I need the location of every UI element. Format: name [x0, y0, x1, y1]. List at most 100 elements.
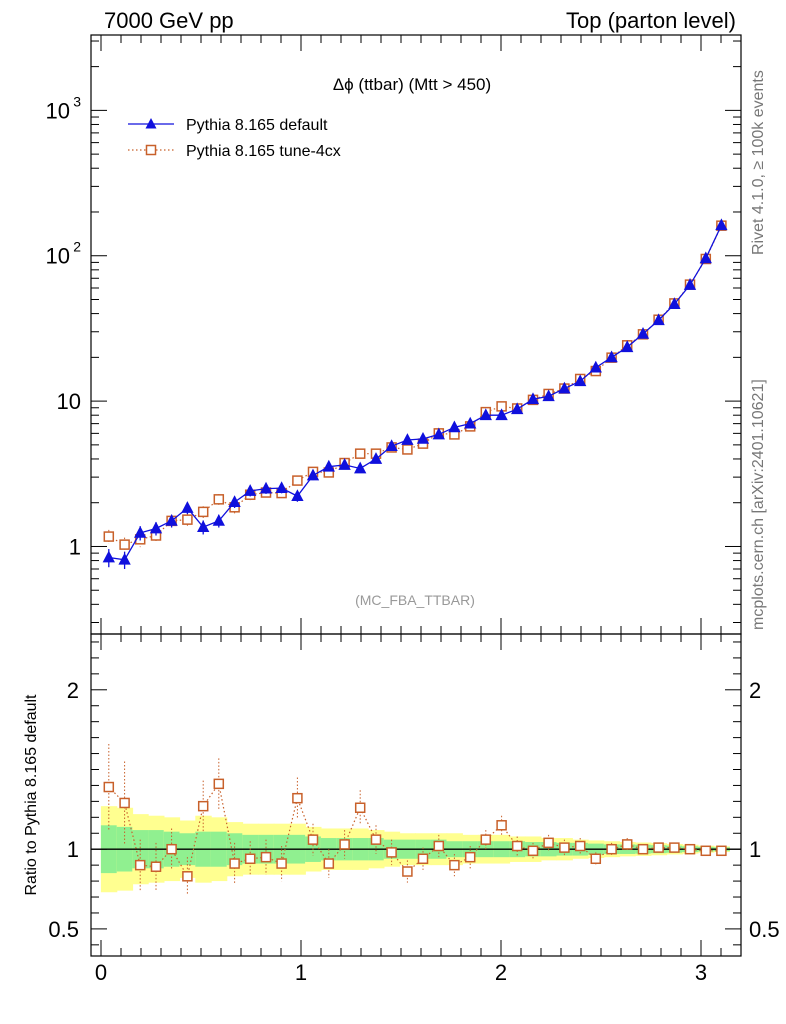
- header-right: Top (parton level): [566, 8, 736, 33]
- ratio-y-tick-label: 1: [67, 837, 79, 862]
- top-y-tick-label: 1: [69, 534, 81, 559]
- legend: [128, 118, 174, 156]
- ratio-point: [103, 781, 115, 793]
- tune-point: [197, 506, 209, 518]
- default-point: [354, 461, 367, 474]
- top-y-tick-label: 10: [46, 244, 70, 269]
- ratio-point: [464, 851, 476, 863]
- default-point: [558, 381, 571, 394]
- default-point: [259, 481, 273, 494]
- ratio-point: [276, 858, 287, 869]
- default-point: [479, 408, 492, 421]
- default-line: [108, 225, 722, 561]
- ratio-point: [229, 858, 240, 869]
- ratio-point: [339, 839, 350, 850]
- analysis-label: (MC_FBA_TTBAR): [355, 592, 475, 608]
- ratio-point: [433, 840, 445, 852]
- ratio-point: [119, 797, 130, 809]
- legend-tune-label: Pythia 8.165 tune-4cx: [186, 143, 341, 160]
- default-point: [275, 481, 288, 494]
- default-point: [244, 484, 257, 496]
- ratio-point: [511, 840, 523, 852]
- ratio-point: [166, 843, 177, 855]
- tune-point: [182, 514, 193, 525]
- x-ticks: [100, 35, 722, 956]
- legend-default-marker: [145, 118, 157, 129]
- default-point: [605, 350, 618, 363]
- default-point: [401, 433, 414, 445]
- ratio-point: [716, 845, 727, 857]
- top-y-tick-label-exp: 3: [73, 93, 81, 109]
- default-point: [683, 278, 697, 290]
- default-point: [699, 251, 712, 264]
- ratio-y-ticks: [91, 641, 741, 946]
- top-y-tick-label: 10: [57, 389, 81, 414]
- ratio-point: [354, 802, 366, 814]
- ratio-point: [684, 843, 696, 855]
- tune-line: [108, 225, 722, 546]
- series-tune-4cx: [103, 220, 727, 553]
- default-point: [432, 427, 445, 440]
- default-point: [291, 489, 304, 502]
- ratio-point: [323, 858, 335, 869]
- default-point: [511, 402, 524, 415]
- ratio-point: [621, 839, 633, 850]
- default-point: [652, 313, 665, 326]
- default-point: [526, 392, 540, 405]
- ratio-point: [653, 842, 664, 853]
- ratio-point: [606, 843, 617, 855]
- ratio-point: [386, 847, 397, 858]
- ratio-point: [182, 871, 193, 882]
- tune-point: [402, 444, 413, 455]
- tune-point: [354, 448, 366, 459]
- top-y-tick-label: 10: [46, 98, 70, 123]
- default-point: [542, 389, 555, 402]
- ratio-point: [307, 834, 319, 845]
- ratio-point: [543, 837, 554, 849]
- ratio-point: [197, 800, 209, 812]
- tune-point: [103, 531, 115, 542]
- ratio-y-tick-label: 0.5: [48, 917, 79, 942]
- top-y-tick-label-exp: 2: [73, 239, 81, 255]
- default-point: [574, 374, 587, 387]
- default-point: [448, 420, 461, 433]
- default-point: [589, 360, 602, 373]
- tune-point: [292, 475, 303, 486]
- legend-default-label: Pythia 8.165 default: [186, 117, 328, 134]
- default-point: [621, 340, 634, 353]
- ratio-point: [150, 861, 162, 872]
- header-left: 7000 GeV pp: [104, 8, 234, 33]
- ratio-y-axis-label: Ratio to Pythia 8.165 default: [23, 694, 40, 896]
- default-point: [197, 520, 210, 532]
- default-point: [118, 552, 131, 565]
- default-point: [306, 468, 320, 481]
- ratio-point: [574, 840, 586, 852]
- default-point: [102, 550, 115, 563]
- x-tick-label: 3: [695, 960, 707, 985]
- top-y-ticks: [91, 40, 741, 623]
- ratio-point: [417, 853, 429, 865]
- tune-point: [213, 494, 225, 505]
- default-point: [668, 297, 681, 309]
- tune-point: [119, 539, 130, 550]
- ratio-point: [590, 853, 602, 865]
- ratio-point: [213, 778, 225, 790]
- ratio-y-tick-label-right: 1: [749, 837, 761, 862]
- series-default: [102, 218, 728, 569]
- ratio-point: [244, 853, 256, 865]
- default-point: [338, 458, 351, 470]
- chart-title: Δϕ (ttbar) (Mtt > 450): [333, 75, 491, 94]
- default-point: [165, 514, 178, 526]
- ratio-point: [637, 843, 649, 855]
- ratio-point: [496, 820, 507, 831]
- ratio-y-tick-label: 2: [67, 678, 79, 703]
- ratio-point: [370, 834, 382, 845]
- ratio-point: [527, 845, 539, 857]
- default-point: [181, 501, 194, 513]
- ratio-point: [700, 845, 712, 857]
- ratio-point: [669, 842, 680, 853]
- default-point: [149, 521, 163, 534]
- default-point: [464, 416, 477, 429]
- default-point: [715, 218, 728, 231]
